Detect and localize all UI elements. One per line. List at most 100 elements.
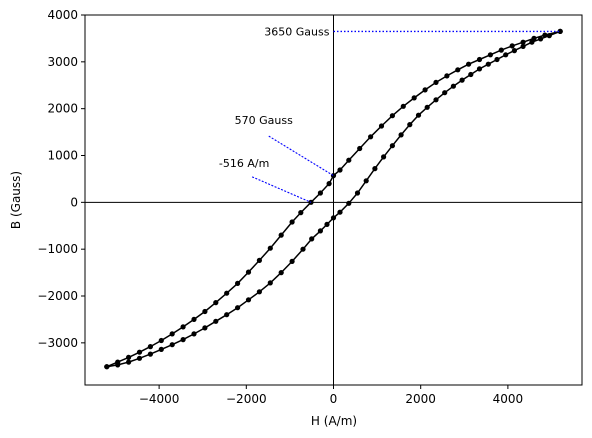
data-point [337,167,343,173]
data-point [494,56,500,63]
data-point [104,364,110,370]
data-point [256,257,262,263]
y-tick-label: 4000 [47,8,78,22]
data-point [126,359,132,365]
annotation-leader-coercivity [251,176,312,203]
annotation-saturation: 3650 Gauss [264,25,329,38]
data-point [235,305,241,311]
data-point [136,355,143,361]
data-point [289,219,295,225]
data-point [346,200,352,206]
data-point [191,316,197,322]
data-point [289,258,295,264]
data-point [468,71,474,78]
y-tick-label: 0 [70,195,78,209]
data-point [169,331,175,337]
data-point [450,83,456,89]
data-point [433,79,439,85]
data-point [455,67,461,73]
x-tick-label: −4000 [139,392,180,406]
data-point [407,122,413,128]
x-axis-ticks: −4000 −2000 0 2000 4000 [139,385,523,406]
data-point [498,47,504,53]
annotation-leader-remanence [268,135,334,177]
data-point [158,337,164,344]
data-point [509,43,515,49]
annotation-coercivity: -516 A/m [219,157,269,170]
y-tick-label: 3000 [47,55,78,69]
y-axis-ticks: −3000 −2000 −1000 0 1000 2000 3000 4000 [37,8,85,350]
data-point [300,246,306,252]
data-point [317,190,323,196]
data-point [169,342,175,348]
x-tick-label: −2000 [226,392,267,406]
data-point [326,181,332,187]
data-point [520,43,526,50]
data-point [459,77,465,83]
y-tick-label: 2000 [47,102,78,116]
data-point [267,280,273,286]
data-point [309,236,315,242]
data-point [202,308,208,315]
data-point [180,337,186,343]
data-point [191,331,197,337]
data-point [368,134,374,140]
data-point [503,52,509,58]
data-point [398,132,404,138]
data-point [324,221,330,227]
plot-area: 3650 Gauss 570 Gauss -516 A/m [84,14,583,386]
data-point [115,359,121,365]
y-tick-label: −3000 [37,336,78,350]
data-point [531,35,537,42]
data-point [126,354,132,360]
data-point [511,48,517,54]
data-point [411,95,417,101]
data-point [346,157,352,163]
x-tick-label: 4000 [493,392,524,406]
y-axis-label: B (Gauss) [9,171,23,229]
data-point [213,318,219,324]
data-point [422,87,428,93]
data-point [224,312,230,318]
data-point [357,145,363,152]
data-point [557,28,563,34]
data-point [330,173,337,179]
data-point [542,32,548,38]
data-point [317,228,323,234]
data-point [476,56,483,63]
data-point [529,39,535,45]
data-point [487,52,493,58]
data-point [147,351,153,357]
data-point [267,245,273,251]
data-point [444,73,450,79]
data-point [378,123,385,129]
data-point [381,154,387,160]
data-point [180,324,186,330]
x-axis-label: H (A/m) [311,414,357,428]
data-point [235,280,241,286]
data-point [224,290,230,296]
data-point [213,300,219,306]
data-point [476,66,483,72]
data-point [372,166,378,172]
data-point [415,112,422,118]
data-point [389,113,395,119]
data-point [136,349,143,355]
data-point [538,36,544,42]
data-point [442,90,448,96]
data-point [278,232,284,238]
data-point [256,289,262,295]
data-point [520,39,526,45]
data-point [202,325,208,331]
data-point [466,61,472,67]
data-point [147,344,153,350]
data-point [354,190,361,196]
y-tick-label: −1000 [37,242,78,256]
data-point [278,270,284,276]
data-point [433,97,439,103]
data-point [389,143,395,149]
data-point [330,215,337,221]
data-point [363,178,369,184]
y-tick-label: −2000 [37,289,78,303]
x-tick-label: 0 [330,392,338,406]
